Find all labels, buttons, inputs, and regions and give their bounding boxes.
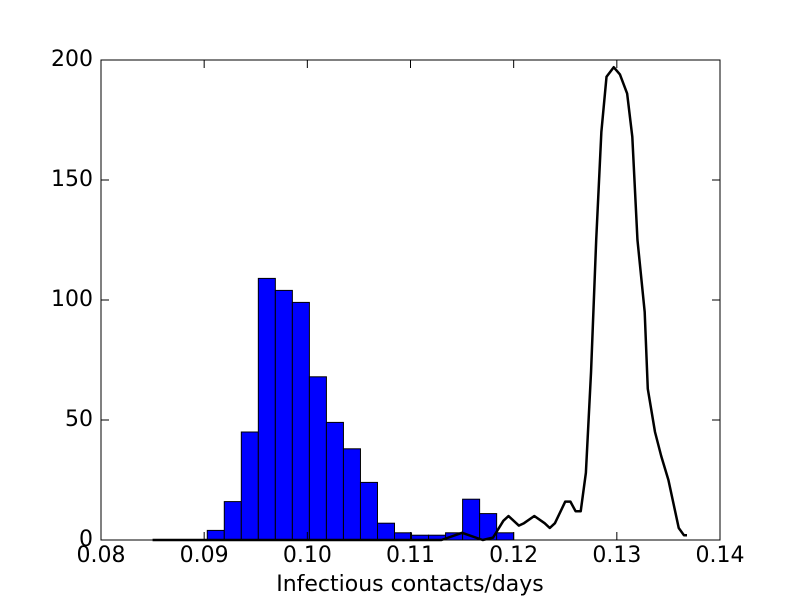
y-tick-label: 150 — [51, 167, 93, 192]
histogram-bar — [342, 448, 361, 541]
y-tick-label: 0 — [79, 527, 93, 552]
x-tick-label: 0.12 — [489, 543, 538, 568]
y-tick-label: 200 — [51, 47, 93, 72]
histogram-bar — [308, 376, 327, 541]
plot-area — [101, 60, 720, 540]
histogram-bar — [206, 529, 225, 541]
histogram-bar — [257, 277, 276, 541]
histogram-bar — [325, 421, 344, 541]
histogram-bar — [240, 431, 259, 541]
x-tick-label: 0.09 — [180, 543, 229, 568]
histogram-bar — [291, 301, 310, 541]
histogram-bar — [376, 522, 396, 541]
x-tick-label: 0.14 — [696, 543, 745, 568]
x-tick-label: 0.13 — [592, 543, 641, 568]
histogram-bar — [359, 481, 378, 541]
x-tick-label: 0.11 — [386, 543, 435, 568]
density-line — [152, 65, 687, 542]
histogram-bar — [223, 501, 242, 541]
y-tick-label: 50 — [65, 407, 93, 432]
histogram-bar — [274, 289, 293, 541]
histogram-bar — [496, 532, 515, 541]
x-tick-label: 0.08 — [77, 543, 126, 568]
x-axis-label: Infectious contacts/days — [276, 572, 544, 597]
y-tick-label: 100 — [51, 287, 93, 312]
x-tick-label: 0.10 — [283, 543, 332, 568]
